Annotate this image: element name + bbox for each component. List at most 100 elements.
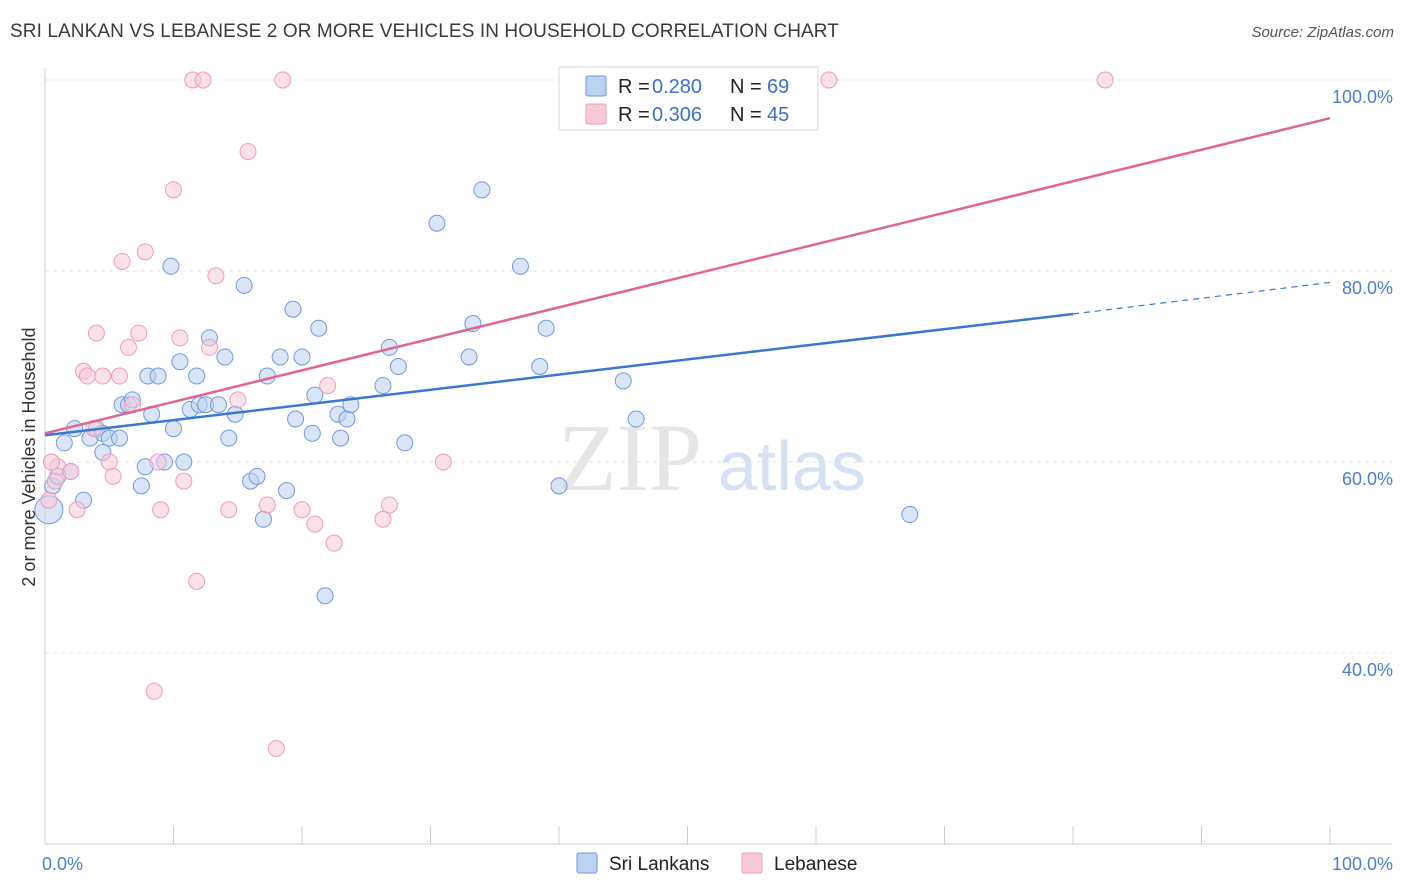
point-lebanese — [78, 367, 96, 385]
point-sri-lankans — [303, 424, 321, 442]
series-legend-label-lebanese: Lebanese — [774, 854, 857, 875]
chart-title: SRI LANKAN VS LEBANESE 2 OR MORE VEHICLE… — [10, 21, 839, 42]
series-legend-label-sri-lankans: Sri Lankans — [609, 854, 709, 875]
point-sri-lankans — [258, 367, 276, 385]
point-lebanese — [258, 496, 276, 514]
point-lebanese — [136, 243, 154, 261]
legend-r-value-sri-lankans: 0.280 — [652, 76, 702, 98]
y-tick-label: 80.0% — [1342, 278, 1393, 298]
point-sri-lankans — [531, 358, 549, 375]
point-sri-lankans — [111, 429, 129, 447]
x-tick-labels: 0.0% 100.0% — [42, 854, 1393, 874]
watermark-atlas: atlas — [718, 427, 866, 505]
watermark: ZIP atlas — [558, 404, 866, 511]
point-lebanese — [62, 463, 80, 481]
point-lebanese — [319, 377, 337, 395]
y-tick-label: 60.0% — [1342, 469, 1393, 489]
point-sri-lankans — [171, 353, 189, 371]
point-lebanese — [94, 367, 112, 385]
point-sri-lankans — [396, 434, 414, 452]
point-sri-lankans — [293, 348, 311, 366]
y-tick-label: 100.0% — [1332, 87, 1393, 107]
point-sri-lankans — [901, 506, 919, 524]
point-lebanese — [113, 252, 131, 270]
point-lebanese — [111, 367, 129, 385]
x-tick-label: 0.0% — [42, 854, 83, 874]
legend-n-label-lebanese: N = — [730, 104, 762, 126]
point-sri-lankans — [248, 467, 266, 485]
point-sri-lankans — [55, 434, 73, 452]
point-sri-lankans — [278, 482, 296, 500]
y-tick-labels: 40.0% 60.0% 80.0% 100.0% — [1332, 87, 1393, 680]
point-lebanese — [239, 143, 257, 161]
legend-r-value-lebanese: 0.306 — [652, 104, 702, 126]
legend-r-label-sri-lankans: R = — [618, 76, 650, 98]
point-lebanese — [434, 453, 452, 471]
legend-r-label-lebanese: R = — [618, 104, 650, 126]
trend-line-extension-sri-lankans — [1072, 281, 1331, 315]
trend-line-lebanese — [44, 116, 1331, 435]
point-sri-lankans — [428, 214, 446, 232]
gridlines — [45, 79, 1392, 654]
point-lebanese — [325, 534, 343, 552]
point-lebanese — [68, 501, 86, 519]
point-lebanese — [175, 472, 193, 490]
point-lebanese — [293, 501, 311, 519]
point-lebanese — [207, 267, 225, 285]
point-sri-lankans — [216, 348, 234, 366]
point-sri-lankans — [460, 348, 478, 366]
legend-n-value-lebanese: 45 — [767, 104, 789, 126]
legend-swatch-lebanese — [585, 103, 607, 125]
point-sri-lankans — [316, 587, 334, 605]
trend-lines — [44, 116, 1331, 437]
correlation-legend: R = 0.280 N = 69 R = 0.306 N = 45 — [558, 66, 819, 131]
point-sri-lankans — [374, 377, 392, 395]
point-sri-lankans — [220, 429, 238, 447]
point-sri-lankans — [332, 429, 350, 447]
point-sri-lankans — [132, 477, 150, 495]
point-lebanese — [40, 491, 58, 509]
point-sri-lankans — [511, 257, 529, 275]
point-sri-lankans — [284, 300, 302, 318]
point-lebanese — [87, 324, 105, 342]
point-sri-lankans — [473, 181, 491, 199]
legend-swatch-sri-lankans — [585, 75, 607, 97]
point-lebanese — [229, 391, 247, 409]
point-sri-lankans — [550, 477, 568, 495]
point-sri-lankans — [287, 410, 305, 428]
point-lebanese — [380, 496, 398, 514]
legend-n-label-sri-lankans: N = — [730, 76, 762, 98]
source-credit: Source: ZipAtlas.com — [1251, 24, 1394, 41]
series-legend: Sri Lankans Lebanese — [576, 852, 857, 875]
point-sri-lankans — [162, 257, 180, 275]
point-lebanese — [171, 329, 189, 347]
point-sri-lankans — [188, 367, 206, 385]
point-sri-lankans — [627, 410, 645, 428]
point-lebanese — [200, 338, 218, 356]
series-legend-swatch-sri-lankans — [576, 852, 598, 874]
point-lebanese — [46, 472, 64, 490]
point-lebanese — [188, 572, 206, 590]
series-legend-swatch-lebanese — [741, 852, 763, 874]
point-lebanese — [42, 453, 60, 471]
point-sri-lankans — [389, 358, 407, 375]
point-lebanese — [145, 682, 163, 700]
point-lebanese — [194, 71, 212, 89]
point-lebanese — [152, 501, 170, 519]
point-lebanese — [130, 324, 148, 342]
point-sri-lankans — [537, 319, 555, 337]
point-sri-lankans — [209, 396, 227, 414]
point-lebanese — [120, 338, 138, 356]
y-tick-label: 40.0% — [1342, 660, 1393, 680]
axes — [44, 68, 1392, 845]
point-lebanese — [1096, 71, 1114, 89]
point-lebanese — [165, 181, 182, 199]
point-lebanese — [274, 71, 292, 89]
trend-line-sri-lankans — [44, 312, 1074, 437]
point-lebanese — [306, 515, 324, 533]
data-points — [34, 71, 1114, 757]
x-tick-label: 100.0% — [1332, 854, 1393, 874]
point-sri-lankans — [254, 510, 272, 528]
point-sri-lankans — [235, 276, 253, 294]
point-sri-lankans — [149, 367, 167, 385]
